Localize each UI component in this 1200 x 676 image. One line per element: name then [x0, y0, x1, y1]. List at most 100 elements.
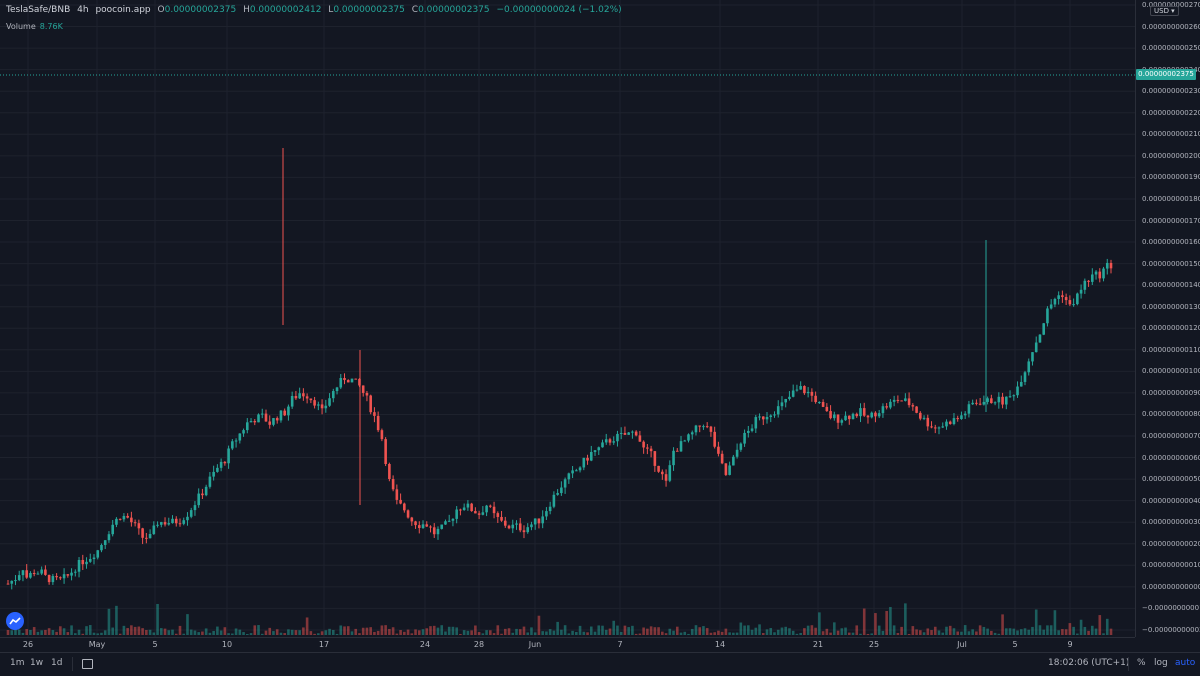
- candle-body: [384, 439, 387, 464]
- candle-body: [466, 503, 470, 508]
- candle-body: [653, 451, 657, 466]
- tradingview-logo-icon[interactable]: [6, 612, 24, 630]
- candle-body: [29, 572, 32, 578]
- candle-body: [118, 518, 122, 520]
- volume-bar: [930, 630, 933, 635]
- volume-bar: [982, 626, 986, 635]
- volume-bar: [219, 630, 223, 635]
- volume-bar: [339, 625, 343, 635]
- candle-body: [986, 398, 989, 402]
- candle-body: [597, 447, 601, 451]
- candle-body: [537, 518, 541, 524]
- candle-body: [604, 439, 608, 443]
- candle-body: [1019, 381, 1023, 387]
- volume-bar: [302, 627, 305, 635]
- volume-bar: [1005, 628, 1008, 635]
- candle-body: [511, 524, 515, 529]
- candle-body: [130, 517, 133, 523]
- candle-body: [115, 518, 118, 525]
- candle-body: [279, 410, 283, 421]
- volume-bar: [933, 626, 937, 635]
- candle-body: [70, 572, 73, 576]
- volume-bar: [780, 627, 784, 635]
- candle-body: [287, 406, 290, 416]
- candle-body: [896, 399, 900, 401]
- candle-body: [956, 418, 960, 420]
- volume-bar: [739, 622, 743, 635]
- candlestick-chart[interactable]: [0, 0, 1135, 637]
- volume-bar: [836, 630, 840, 635]
- volume-bar: [1068, 623, 1072, 635]
- volume-bar: [814, 627, 817, 635]
- volume-label[interactable]: Volume: [6, 22, 36, 31]
- interval-label[interactable]: 4h: [77, 5, 89, 15]
- change-value: −0.00000000024 (−1.02%): [496, 5, 622, 15]
- volume-bar: [1102, 633, 1105, 635]
- volume-bar: [88, 625, 92, 635]
- candle-body: [563, 479, 567, 488]
- close-value: 0.00000002375: [418, 5, 490, 15]
- volume-bar: [589, 626, 593, 635]
- volume-bar: [489, 630, 492, 635]
- x-tick-label: 25: [868, 640, 880, 649]
- volume-bar: [70, 625, 73, 635]
- candle-body: [545, 511, 548, 517]
- volume-bar: [960, 631, 963, 635]
- candle-body: [997, 396, 1001, 403]
- candle-body: [825, 406, 829, 412]
- volume-bar: [421, 629, 425, 635]
- volume-bar: [462, 630, 466, 635]
- volume-bar: [268, 627, 272, 635]
- volume-bar: [784, 626, 788, 635]
- candle-body: [1102, 268, 1105, 279]
- candle-body: [993, 402, 997, 404]
- volume-bar: [997, 633, 1001, 635]
- range-1w[interactable]: 1w: [30, 658, 44, 668]
- volume-bar: [889, 606, 892, 635]
- candle-body: [593, 450, 597, 453]
- volume-bar: [1105, 618, 1109, 635]
- candle-body: [1038, 334, 1042, 343]
- bottom-toolbar: 1m 1w 1d 18:02:06 (UTC+1) % log auto: [0, 652, 1200, 676]
- candle-body: [242, 430, 245, 434]
- candle-body: [705, 426, 709, 428]
- candle-body: [440, 524, 444, 529]
- range-1d[interactable]: 1d: [51, 658, 63, 668]
- x-tick-label: 14: [714, 640, 726, 649]
- candle-body: [55, 576, 58, 578]
- candle-body: [40, 569, 43, 574]
- volume-bar: [948, 625, 952, 635]
- candle-body: [552, 494, 556, 507]
- candle-body: [657, 465, 660, 472]
- volume-bar: [477, 632, 481, 635]
- range-1m[interactable]: 1m: [10, 658, 25, 668]
- candle-body: [234, 440, 238, 442]
- volume-bar: [148, 629, 152, 635]
- auto-toggle[interactable]: auto: [1175, 658, 1196, 668]
- candle-body: [1012, 395, 1016, 397]
- symbol-name[interactable]: TeslaSafe/BNB: [6, 5, 71, 15]
- volume-bar: [1001, 614, 1004, 635]
- log-toggle[interactable]: log: [1154, 658, 1168, 668]
- volume-bar: [182, 633, 186, 635]
- candle-body: [1079, 289, 1083, 294]
- volume-bar: [376, 630, 380, 635]
- calendar-icon[interactable]: [82, 659, 93, 669]
- currency-selector[interactable]: USD ▾: [1150, 6, 1179, 16]
- candle-body: [847, 415, 851, 420]
- volume-bar: [455, 627, 458, 635]
- volume-bar: [657, 627, 660, 635]
- volume-bar: [436, 627, 440, 635]
- volume-bar: [967, 631, 971, 635]
- candle-body: [331, 391, 335, 399]
- candle-body: [317, 404, 320, 406]
- candle-body: [171, 518, 174, 524]
- clock-time[interactable]: 18:02:06 (UTC+1): [1048, 658, 1130, 668]
- volume-bar: [866, 633, 870, 635]
- time-axis[interactable]: 26 May 5 10 17 24 28 Jun 7 14 21 25 Jul 5 9: [0, 637, 1135, 652]
- percent-toggle[interactable]: %: [1137, 658, 1146, 668]
- price-chart-area[interactable]: [0, 0, 1135, 637]
